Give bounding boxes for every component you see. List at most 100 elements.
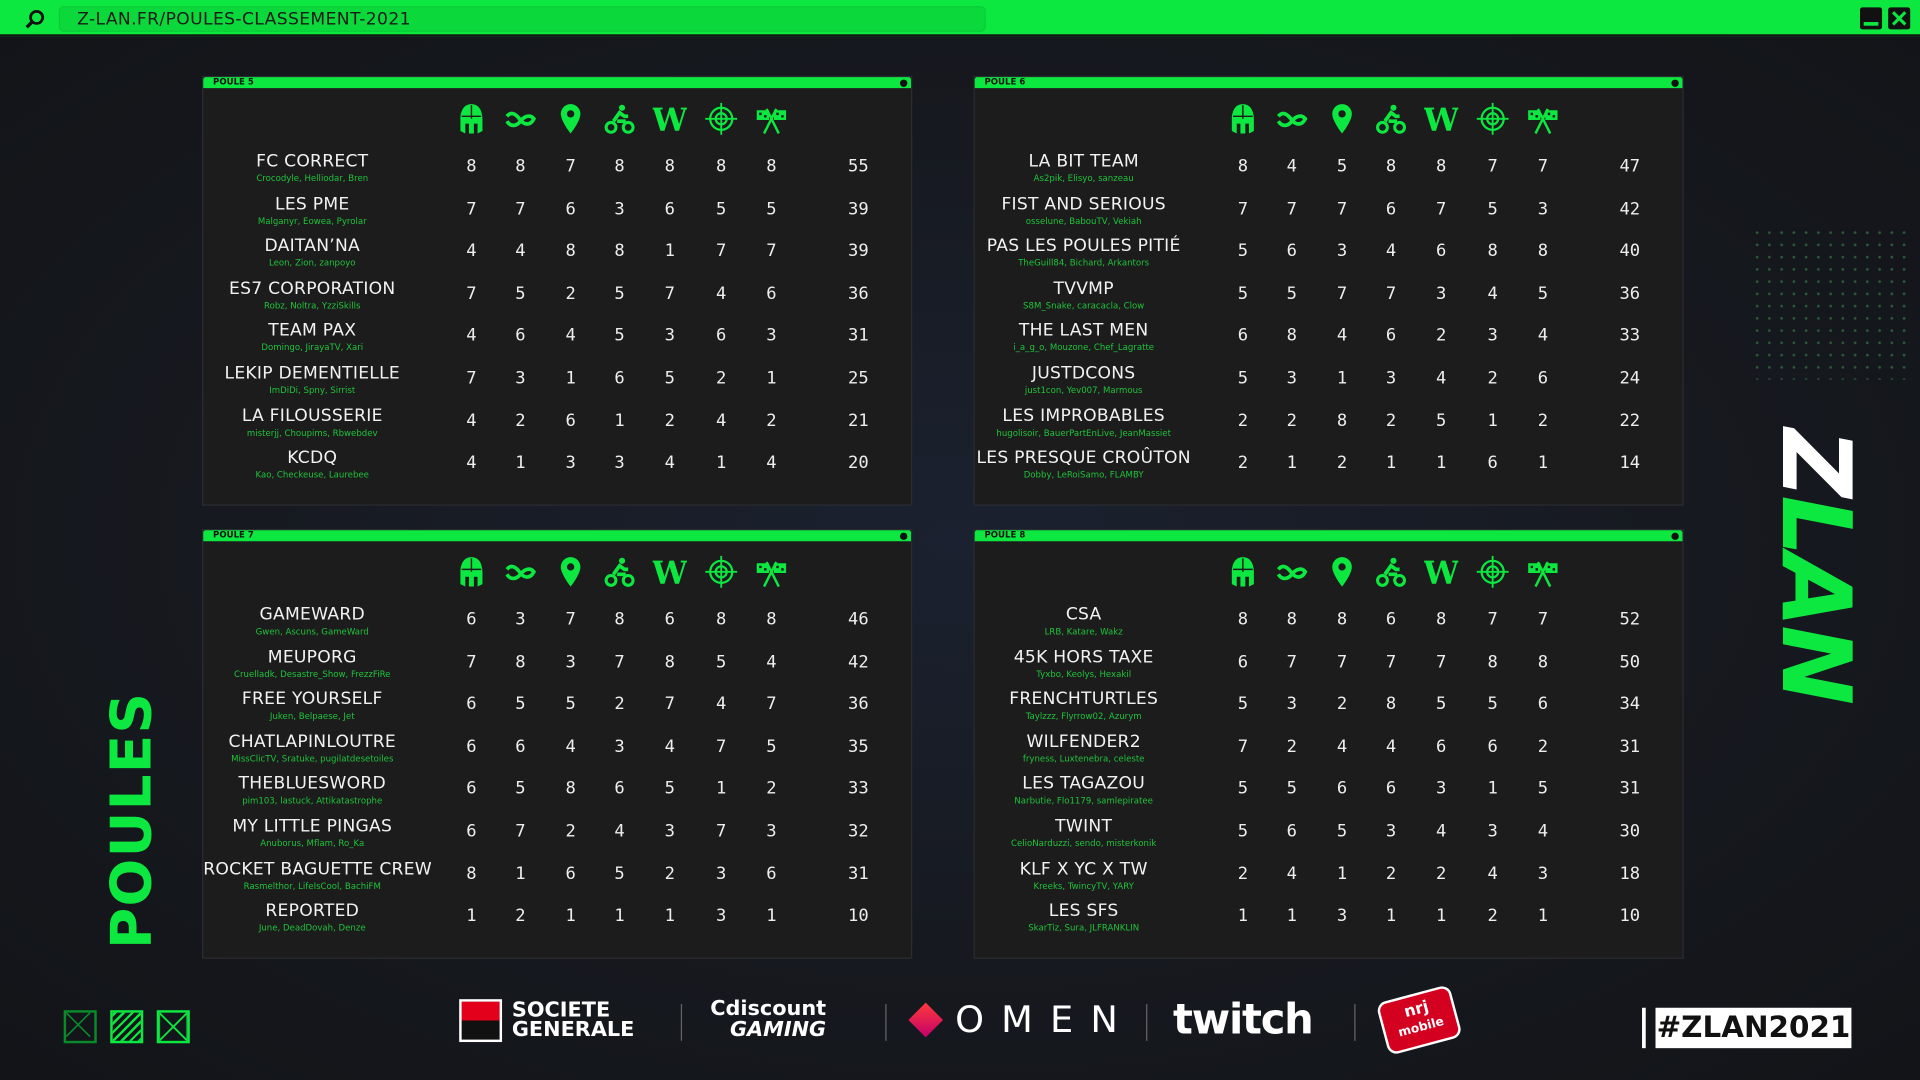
team-row: WILFENDER2 fryness, Luxtenebra, celeste 7… (975, 732, 1683, 776)
score-cell: 8 (766, 609, 777, 630)
score-cell: 8 (716, 156, 727, 177)
w-letter-icon: W (1424, 102, 1458, 136)
team-players: fryness, Luxtenebra, celeste (1022, 754, 1145, 764)
team-players: i_a_g_o, Mouzone, Chef_Lagratte (1013, 343, 1155, 354)
poule-title: POULE 8 (984, 530, 1026, 541)
svg-text:W: W (653, 555, 687, 589)
score-cell: 3 (614, 453, 625, 473)
team-players: Kao, Checkeuse, Laurebee (255, 470, 369, 481)
total-score: 34 (1619, 694, 1641, 715)
team-row: ROCKET BAGUETTE CREW Rasmelthor, LifeIsC… (203, 859, 911, 904)
team-name: JUSTDCONS (1031, 363, 1136, 384)
score-cell: 3 (1436, 283, 1447, 304)
search-icon[interactable] (24, 9, 46, 31)
score-cell: 7 (716, 241, 727, 262)
team-players: CelioNarduzzi, sendo, misterkonik (1010, 838, 1157, 849)
score-cell: 2 (1537, 410, 1549, 431)
score-cell: 4 (1537, 326, 1549, 346)
crosshair-icon (1476, 555, 1509, 588)
score-cell: 5 (1487, 199, 1498, 219)
team-players: Anuborus, Mflam, Ro_Ka (260, 838, 365, 849)
score-cell: 8 (1237, 156, 1249, 177)
score-cell: 7 (466, 652, 477, 672)
score-cell: 4 (565, 736, 576, 757)
minimize-icon[interactable] (1860, 7, 1883, 30)
team-name: LES PME (275, 194, 350, 214)
score-cell: 7 (1385, 652, 1397, 672)
score-cell: 4 (1487, 283, 1498, 304)
score-cell: 1 (614, 410, 625, 431)
score-cell: 7 (716, 821, 727, 842)
score-cell: 4 (664, 736, 675, 757)
header-dot (1671, 79, 1679, 87)
score-cell: 5 (766, 199, 777, 219)
score-cell: 4 (1487, 863, 1498, 884)
score-cell: 6 (1436, 736, 1447, 757)
score-cell: 4 (716, 694, 727, 715)
score-cell: 8 (664, 652, 675, 672)
close-icon[interactable] (1888, 7, 1911, 30)
score-cell: 3 (1336, 906, 1348, 926)
score-cell: 8 (1237, 609, 1249, 630)
motorbike-icon (1376, 557, 1407, 587)
team-name: PAS LES POULES PITIÉ (986, 236, 1181, 257)
viking-helmet-icon (460, 104, 483, 134)
score-cell: 2 (664, 410, 675, 431)
total-score: 24 (1619, 368, 1641, 389)
team-row: PAS LES POULES PITIÉ TheGuill84, Bichard… (975, 236, 1683, 281)
score-cell: 8 (515, 156, 526, 177)
browser-bar: Z-LAN.FR/POULES-CLASSEMENT-2021 (0, 0, 1920, 37)
score-cell: 1 (1385, 906, 1397, 926)
score-cell: 6 (1385, 609, 1397, 630)
team-row: FIST AND SERIOUS osselune, BabouTV, Veki… (975, 194, 1683, 239)
score-cell: 2 (565, 821, 576, 842)
score-cell: 1 (1537, 453, 1549, 473)
score-cell: 3 (614, 199, 625, 219)
score-cell: 3 (614, 736, 625, 757)
category-icons: W (203, 555, 911, 592)
score-cell: 8 (1537, 652, 1549, 672)
sponsor-bar: SOCIETE GENERALE Cdiscount GAMING OMEN twi… (453, 984, 1469, 1056)
score-cell: 4 (466, 241, 477, 262)
score-cell: 5 (1436, 694, 1447, 715)
score-cell: 6 (1286, 241, 1298, 262)
score-cell: 6 (466, 736, 477, 757)
score-cell: 2 (766, 779, 777, 799)
total-score: 42 (848, 652, 869, 672)
score-cell: 5 (515, 779, 526, 799)
team-name: ROCKET BAGUETTE CREW (203, 859, 432, 879)
team-name: REPORTED (265, 901, 360, 922)
total-score: 46 (848, 609, 869, 630)
map-pin-icon (560, 557, 581, 587)
sponsor-cdiscount-gaming: Cdiscount GAMING (710, 989, 826, 1050)
score-cell: 2 (1237, 863, 1249, 884)
score-cell: 7 (466, 199, 477, 219)
team-name: TWINT (1055, 816, 1113, 837)
team-row: LEKIP DEMENTIELLE ImDiDi, Spny, Sirrist 7… (203, 363, 911, 408)
team-players: Cruelladk, Desastre_Show, FrezzFiRe (234, 669, 391, 680)
team-name: LEKIP DEMENTIELLE (224, 363, 400, 384)
total-score: 36 (848, 694, 869, 715)
score-cell: 1 (1385, 453, 1397, 473)
infinity-snake-icon (1276, 564, 1308, 581)
panel-header: POULE 8 (974, 530, 1683, 542)
score-cell: 3 (766, 326, 777, 346)
team-row: MY LITTLE PINGAS Anuborus, Mflam, Ro_Ka 6… (203, 817, 911, 861)
poule-panel: POULE 8 W CSA LRB, Katare, Wakz 8 8 8 6 8 7 7 52… (973, 528, 1684, 959)
team-row: LES IMPROBABLES hugolisoir, BauerPartEnL… (975, 406, 1683, 450)
team-row: LES PME Malganyr, Eowea, Pyrolar 7 7 6 3 6 5 5 3… (203, 194, 911, 239)
score-cell: 1 (1537, 906, 1549, 926)
score-cell: 3 (515, 368, 526, 389)
total-score: 40 (1619, 241, 1641, 262)
score-cell: 8 (1537, 241, 1549, 262)
score-cell: 7 (466, 368, 477, 389)
score-cell: 6 (1436, 241, 1447, 262)
sponsor-societe-generale: SOCIETE GENERALE (459, 989, 634, 1050)
zlan-logo: ZLAN (1759, 428, 1870, 703)
team-players: Tyxbo, Keolys, Hexakil (1036, 669, 1132, 680)
score-cell: 4 (1436, 368, 1447, 389)
team-name: LES PRESQUE CROÛTON (976, 448, 1191, 468)
url-field[interactable]: Z-LAN.FR/POULES-CLASSEMENT-2021 (58, 6, 986, 32)
score-cell: 5 (614, 283, 625, 304)
score-cell: 6 (1336, 779, 1348, 799)
